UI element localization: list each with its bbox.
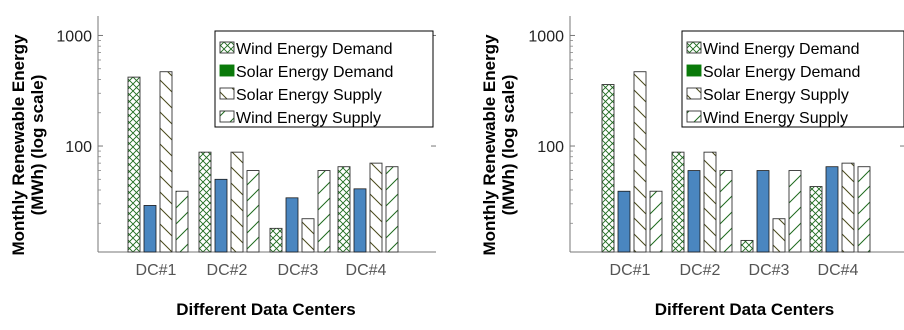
x-axis-title: Different Data Centers <box>655 300 835 319</box>
y-axis-title-line2: (MWh) (log scale) <box>28 75 47 216</box>
bar <box>740 239 754 253</box>
legend-box <box>214 30 434 128</box>
legend-swatch <box>219 41 235 54</box>
bar <box>841 162 855 253</box>
bar <box>301 218 315 253</box>
legend: Wind Energy Demand Solar Energy Demand Sol… <box>214 30 434 128</box>
legend-entry: Solar Energy Supply <box>236 87 382 104</box>
x-axis-title: Different Data Centers <box>176 300 356 319</box>
bar <box>756 170 770 253</box>
bar <box>649 190 663 253</box>
legend-entry: Wind Energy Demand <box>236 41 393 58</box>
x-category-label: DC#4 <box>818 262 859 279</box>
legend-swatch <box>686 110 702 123</box>
legend-entry: Wind Energy Demand <box>703 41 860 58</box>
bar <box>230 151 244 253</box>
bar <box>601 84 615 253</box>
bar <box>143 205 157 253</box>
bar <box>214 178 228 253</box>
y-axis-title-line1: Monthly Renewable Energy <box>9 34 28 256</box>
legend-box <box>681 30 904 128</box>
legend-entry: Solar Energy Demand <box>236 64 393 81</box>
bar <box>857 166 871 253</box>
x-category-label: DC#3 <box>749 262 790 279</box>
legend-entry: Wind Energy Supply <box>703 110 848 127</box>
bar <box>285 197 299 253</box>
y-axis-title-line2: (MWh) (log scale) <box>499 75 518 216</box>
bar <box>825 166 839 253</box>
x-category-label: DC#4 <box>346 262 387 279</box>
x-category-label: DC#1 <box>136 262 177 279</box>
x-category-label: DC#2 <box>207 262 248 279</box>
legend-entry: Wind Energy Supply <box>236 110 381 127</box>
y-tick-label: 100 <box>537 139 564 156</box>
chart-panel-2: 100 1000 DC#1 DC#2 DC#3 DC#4 Different Data Ce… <box>480 16 904 319</box>
y-tick-label: 100 <box>65 139 92 156</box>
legend-entry: Solar Energy Supply <box>703 87 849 104</box>
legend-swatch <box>686 64 702 77</box>
legend-swatch <box>219 87 235 100</box>
legend-swatch <box>219 64 235 77</box>
bar <box>617 190 631 253</box>
x-category-label: DC#1 <box>610 262 651 279</box>
bar <box>353 188 367 253</box>
bar <box>687 170 701 253</box>
y-tick-label: 1000 <box>56 28 92 45</box>
x-category-label: DC#2 <box>680 262 721 279</box>
legend-swatch <box>219 110 235 123</box>
bar <box>246 170 260 253</box>
chart-panel-1: 100 1000 DC#1 DC#2 DC#3 DC#4 Different Data Ce… <box>9 16 436 319</box>
legend-swatch <box>686 41 702 54</box>
y-axis-title-line1: Monthly Renewable Energy <box>480 34 499 256</box>
bar <box>809 186 823 253</box>
legend-entry: Solar Energy Demand <box>703 64 860 81</box>
bar <box>719 170 733 253</box>
bar <box>772 218 786 253</box>
x-category-label: DC#3 <box>278 262 319 279</box>
bar <box>159 71 173 253</box>
bar <box>337 166 351 253</box>
bar <box>369 162 383 253</box>
legend-swatch <box>686 87 702 100</box>
y-tick-label: 1000 <box>528 28 564 45</box>
bar <box>317 170 331 253</box>
bar <box>269 227 283 253</box>
bar <box>127 76 141 253</box>
bar <box>703 151 717 253</box>
bar <box>788 170 802 253</box>
bar <box>671 151 685 253</box>
bar <box>175 190 189 253</box>
bar <box>633 71 647 253</box>
legend: Wind Energy Demand Solar Energy Demand Sol… <box>681 30 904 128</box>
bar <box>198 151 212 253</box>
bar <box>385 166 399 253</box>
